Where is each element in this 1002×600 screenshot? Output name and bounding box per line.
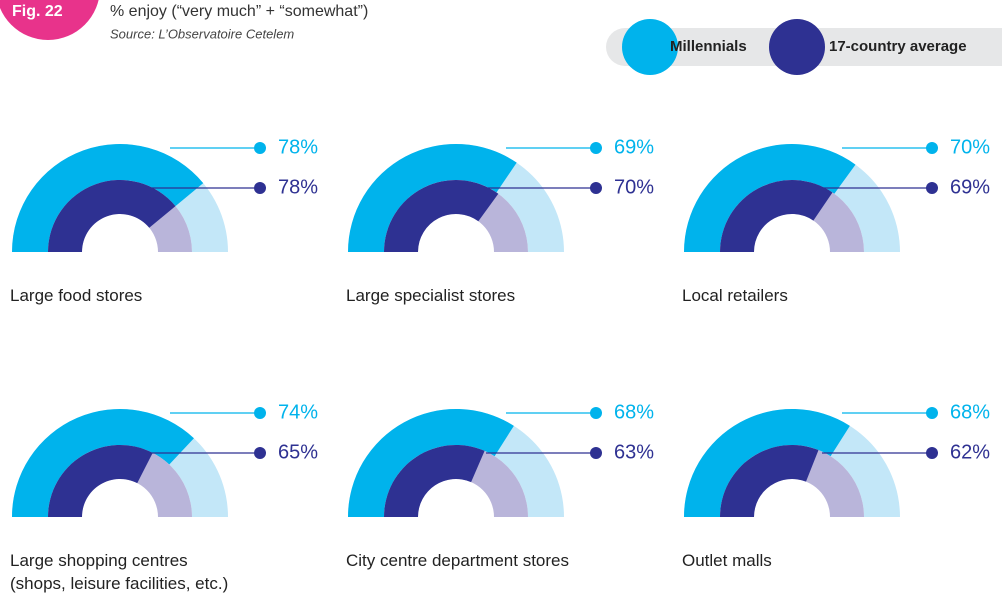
leader-dot [926, 182, 938, 194]
leader-dot [254, 447, 266, 459]
category-label: Outlet malls [682, 551, 772, 570]
gauge-arc [384, 444, 485, 517]
figure-label: Fig. 22 [12, 3, 63, 20]
category-label: Large shopping centres (shops, leisure fa… [10, 551, 228, 593]
value-label: 69% [614, 136, 654, 158]
gauge-arc [48, 444, 153, 517]
chart-subtitle: Source: L’Observatoire Cetelem [110, 26, 294, 41]
value-label: 62% [950, 441, 990, 463]
gauge-arc [384, 180, 499, 252]
leader-dot [926, 142, 938, 154]
gauge-arc [12, 409, 194, 518]
value-label: 65% [278, 441, 318, 463]
legend-swatch [622, 19, 678, 75]
gauge-arc [684, 143, 856, 252]
category-label: City centre department stores [346, 551, 569, 570]
leader-dot [590, 142, 602, 154]
value-label: 74% [278, 401, 318, 423]
category-label: Large food stores [10, 286, 142, 305]
leader-dot [590, 447, 602, 459]
gauge-arc [684, 408, 850, 517]
value-label: 78% [278, 136, 318, 158]
gauge-arc [48, 180, 176, 252]
figure-badge [0, 0, 99, 40]
legend-swatch [769, 19, 825, 75]
value-label: 70% [950, 136, 990, 158]
chart-title: % enjoy (“very much” + “somewhat”) [110, 3, 368, 20]
leader-dot [254, 142, 266, 154]
leader-dot [590, 182, 602, 194]
legend-label: 17-country average [829, 38, 967, 55]
leader-dot [254, 407, 266, 419]
value-label: 68% [950, 401, 990, 423]
value-label: 78% [278, 176, 318, 198]
value-label: 68% [614, 401, 654, 423]
value-label: 69% [950, 176, 990, 198]
leader-dot [590, 407, 602, 419]
leader-dot [254, 182, 266, 194]
leader-dot [926, 447, 938, 459]
legend-label: Millennials [670, 38, 747, 55]
gauge-arc [720, 179, 833, 252]
value-label: 70% [614, 176, 654, 198]
leader-dot [926, 407, 938, 419]
gauge-arc [348, 144, 517, 252]
category-label: Local retailers [682, 286, 788, 305]
gauge-arc [348, 408, 514, 517]
gauge-arc [12, 144, 204, 252]
gauge-arc [720, 445, 819, 517]
value-label: 63% [614, 441, 654, 463]
category-label: Large specialist stores [346, 286, 515, 305]
